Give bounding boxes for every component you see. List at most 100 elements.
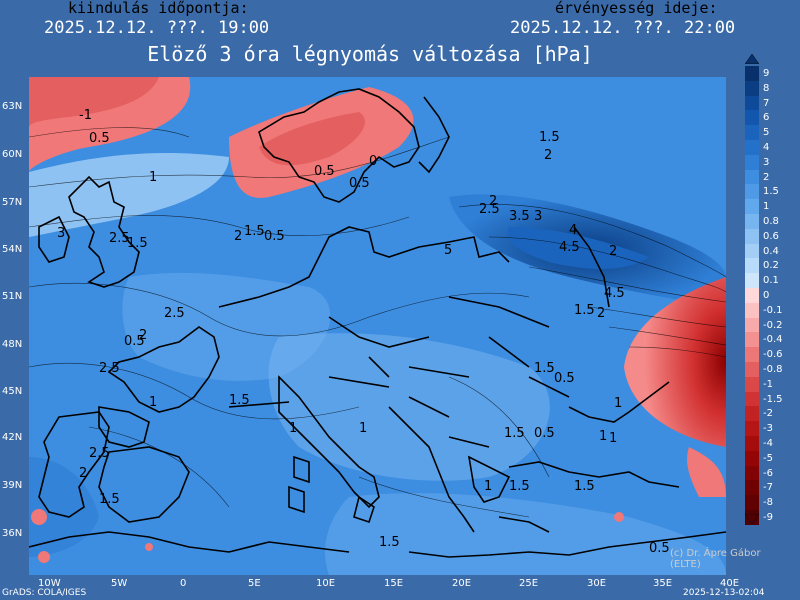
lat-label: 60N: [2, 149, 23, 160]
contour-label: 1: [609, 431, 617, 446]
contour-label: 1: [149, 170, 157, 185]
legend-entry: 7: [745, 95, 797, 111]
contour-label: 2: [597, 306, 605, 321]
footer-right: 2025-12-13-02:04: [683, 588, 765, 598]
legend-value: 2: [763, 171, 770, 183]
contour-label: 0.5: [264, 229, 285, 244]
contour-label: 1.5: [379, 535, 400, 550]
init-label: kiindulás időpontja:: [68, 0, 249, 17]
legend-swatch: [745, 480, 759, 496]
legend-swatch: [745, 317, 759, 333]
legend-entry: 8: [745, 80, 797, 96]
legend-entry: 6: [745, 110, 797, 126]
legend-down-arrow-icon: [745, 514, 759, 524]
legend-entry: 1.5: [745, 184, 797, 200]
contour-label: 3: [534, 209, 542, 224]
legend-swatch: [745, 80, 759, 96]
lat-label: 57N: [2, 197, 23, 208]
contour-label: 3.5: [509, 209, 530, 224]
legend-value: -6: [763, 467, 773, 479]
lat-label: 54N: [2, 244, 23, 255]
legend-up-arrow-icon: [745, 54, 759, 64]
legend-value: -2: [763, 408, 773, 420]
legend-entry: -8: [745, 495, 797, 511]
legend-entry: 1: [745, 199, 797, 215]
contour-label: 2: [489, 194, 497, 209]
contour-label: 1.5: [539, 130, 560, 145]
legend-swatch: [745, 362, 759, 377]
contour-label: 0.5: [124, 334, 145, 349]
legend-swatch: [745, 421, 759, 437]
contour-label: 1.5: [99, 492, 120, 507]
lat-label: 45N: [2, 386, 23, 397]
contour-label: 1.5: [504, 426, 525, 441]
contour-label: 2.5: [109, 231, 130, 246]
legend-swatch: [745, 391, 759, 407]
map-title: Elöző 3 óra légnyomás változása [hPa]: [147, 42, 593, 66]
footer-left: GrADS: COLA/IGES: [2, 588, 87, 598]
pressure-change-map: -1 0.5 1.5 2 0 0.5 1 0.5 2 2.5 3.5 3 4 4.5 5 1.5 2.5 3 2 1.…: [29, 77, 726, 575]
legend-value: -7: [763, 482, 773, 494]
legend-entry: 3: [745, 154, 797, 170]
contour-label: 0.5: [89, 131, 110, 146]
contour-label: 0.5: [349, 176, 370, 191]
legend-swatch: [745, 199, 759, 215]
contour-label: 0.5: [649, 541, 670, 556]
legend-value: 0: [763, 290, 770, 301]
legend-value: 3: [763, 156, 770, 168]
legend-value: 5: [763, 127, 770, 139]
legend-entry: -6: [745, 465, 797, 481]
contour-label: 1: [484, 479, 492, 494]
legend-entry: -3: [745, 421, 797, 437]
legend-swatch: [745, 347, 759, 363]
lon-label: 40E: [720, 578, 740, 589]
legend-entry: 2: [745, 169, 797, 185]
contour-label: 1.5: [229, 393, 250, 408]
legend-swatch: [745, 436, 759, 451]
lon-label: 35E: [653, 578, 673, 589]
contour-label: 1.5: [534, 361, 555, 376]
legend-swatch: [745, 95, 759, 111]
contour-label: 0.5: [314, 164, 335, 179]
legend-entry: 0.2: [745, 258, 797, 274]
legend-entry: 5: [745, 125, 797, 141]
lat-label: 48N: [2, 339, 23, 350]
legend-value: -0.2: [763, 319, 783, 331]
legend-entry: -7: [745, 480, 797, 496]
legend-value: 7: [763, 97, 770, 109]
legend-entry: -1.5: [745, 391, 797, 407]
legend-entry: 9: [745, 66, 797, 81]
legend-entry: -4: [745, 436, 797, 451]
legend-entry: -2: [745, 406, 797, 422]
contour-label: -1: [79, 108, 92, 123]
legend-value: -0.8: [763, 364, 783, 375]
legend-value: 0.4: [763, 245, 779, 257]
contour-label: 2: [79, 466, 87, 481]
legend-value: 6: [763, 112, 770, 124]
contour-label: 2.5: [164, 306, 185, 321]
legend-value: -4: [763, 438, 773, 449]
contour-label: 3: [57, 226, 65, 241]
legend-swatch: [745, 110, 759, 126]
init-time: 2025.12.12. ???. 19:00: [44, 18, 270, 38]
legend-swatch: [745, 66, 759, 81]
lon-label: 25E: [519, 578, 539, 589]
legend-entry: 0.1: [745, 273, 797, 289]
contour-label: 2: [609, 244, 617, 259]
credit-text: (c) Dr. Ápre Gábor (ELTE): [670, 548, 761, 570]
contour-label: 2.5: [89, 446, 110, 461]
contour-label: 2.5: [479, 202, 500, 217]
valid-label: érvényesség ideje:: [555, 0, 718, 17]
lon-label: 20E: [452, 578, 472, 589]
legend-swatch: [745, 258, 759, 274]
legend-value: -1.5: [763, 393, 783, 405]
legend-value: 9: [763, 68, 770, 79]
legend-value: -1: [763, 378, 773, 390]
valid-time: 2025.12.12. ???. 22:00: [510, 18, 736, 38]
legend-entry: 0.4: [745, 243, 797, 259]
lon-label: 5E: [248, 578, 261, 589]
legend-swatch: [745, 273, 759, 289]
legend-swatch: [745, 228, 759, 244]
lon-label: 30E: [587, 578, 607, 589]
